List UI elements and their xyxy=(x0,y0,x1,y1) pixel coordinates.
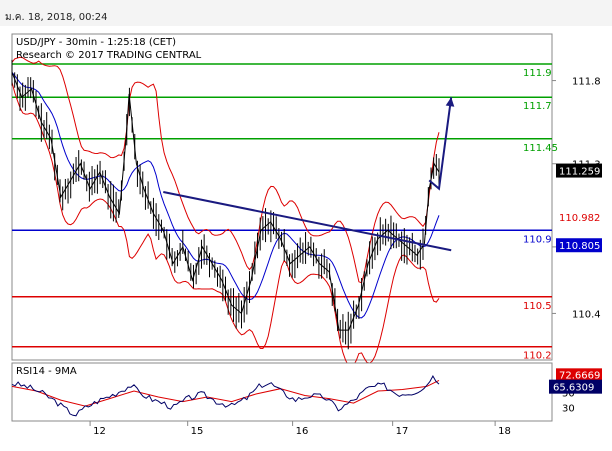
top-bar: ม.ค. 18, 2018, 00:24 xyxy=(0,0,612,27)
trendline xyxy=(163,191,452,252)
x-tick-label-1: 15 xyxy=(191,426,204,437)
current-price-label-box xyxy=(556,163,602,178)
forecast-arrow xyxy=(428,97,455,191)
x-tick-label-2: 16 xyxy=(296,426,309,437)
x-axis-ticks: 12 15 16 17 18 xyxy=(89,421,511,437)
rsi-tick-1: 50 xyxy=(562,389,575,400)
current-price-label-text: 111.259 xyxy=(559,167,600,178)
y-tick-label-3: 110.4 xyxy=(572,309,601,320)
level-label-0: 111.9 xyxy=(523,68,552,79)
main-plot-frame xyxy=(11,33,553,361)
rsi-value-text: 65.6309 xyxy=(553,383,594,394)
price-line xyxy=(11,72,440,331)
rsi-ma-value-text: 72.6669 xyxy=(559,370,600,381)
level-label-3: 110.9 xyxy=(523,234,552,245)
chart-container: 111.9 111.7 111.45 110.9 110.5 110.2 USD/JPY … xyxy=(0,26,612,447)
level-label-5: 110.2 xyxy=(523,351,552,362)
level-label-4: 110.5 xyxy=(523,301,552,312)
rsi-series xyxy=(11,374,440,417)
rsi-label: RSI14 - 9MA xyxy=(16,366,77,377)
rsi-line xyxy=(11,374,440,417)
x-tick-label-4: 18 xyxy=(498,426,511,437)
chart-subtitle: Research © 2017 TRADING CENTRAL xyxy=(16,50,202,61)
forecast-arrowhead xyxy=(445,97,455,107)
rsi-panel-frame xyxy=(11,362,553,422)
rsi-value-box xyxy=(549,379,602,394)
trendline-layer xyxy=(163,191,452,252)
level-label-2: 111.45 xyxy=(523,143,558,154)
level-label-1: 111.7 xyxy=(523,101,552,112)
x-tick-label-3: 17 xyxy=(396,426,409,437)
price-series xyxy=(11,59,440,350)
moving-average-line xyxy=(11,71,440,319)
forecast-path xyxy=(428,97,453,191)
bollinger-upper-label-text: 110.982 xyxy=(559,213,600,224)
level-lines: 111.9 111.7 111.45 110.9 110.5 110.2 xyxy=(12,63,558,362)
rsi-tick-2: 30 xyxy=(562,404,575,415)
moving-average-label-text: 110.805 xyxy=(559,241,600,252)
timestamp: ม.ค. 18, 2018, 00:24 xyxy=(5,12,108,23)
bollinger-upper-label-box xyxy=(556,209,602,224)
y-tick-label-0: 111.8 xyxy=(572,77,601,88)
rsi-ma-value-box xyxy=(556,368,602,381)
bollinger-upper-line xyxy=(11,56,440,284)
x-tick-label-0: 12 xyxy=(93,426,106,437)
moving-average-label-box xyxy=(556,238,602,253)
price-chart: 111.9 111.7 111.45 110.9 110.5 110.2 USD/JPY … xyxy=(0,26,612,447)
right-price-labels: 111.259 110.982 110.805 xyxy=(556,163,602,253)
chart-title: USD/JPY - 30min - 1:25:18 (CET) xyxy=(16,37,176,48)
